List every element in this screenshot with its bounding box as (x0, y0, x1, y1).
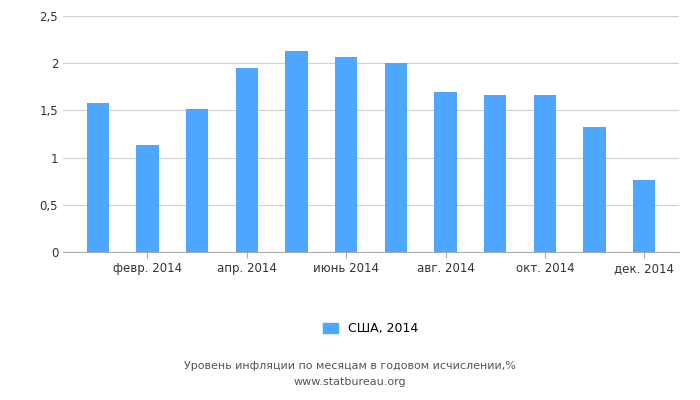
Bar (136, 145, 159, 252)
Legend: США, 2014: США, 2014 (323, 322, 419, 336)
Bar (87, 103, 109, 252)
Text: Уровень инфляции по месяцам в годовом исчислении,%: Уровень инфляции по месяцам в годовом ис… (184, 361, 516, 371)
Bar (286, 51, 308, 252)
Bar (385, 63, 407, 252)
Bar (533, 95, 556, 252)
Bar (583, 127, 606, 252)
Bar (434, 92, 456, 252)
Bar (236, 68, 258, 252)
Bar (633, 180, 655, 252)
Bar (335, 56, 357, 252)
Bar (484, 95, 506, 252)
Text: www.statbureau.org: www.statbureau.org (294, 377, 406, 387)
Bar (186, 110, 209, 252)
